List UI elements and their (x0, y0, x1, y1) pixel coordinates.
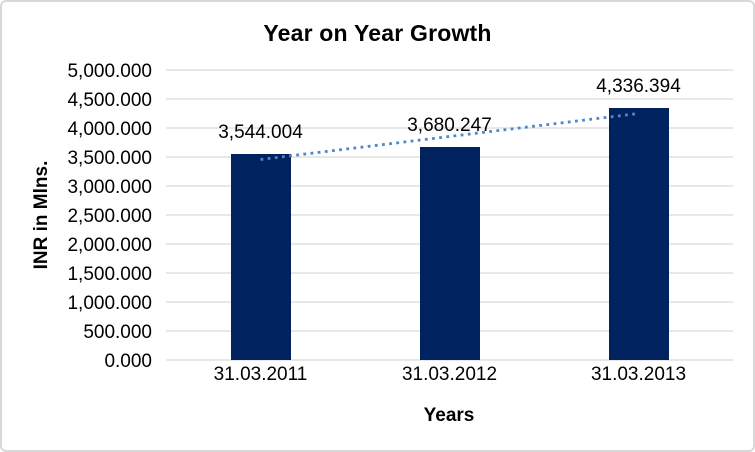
bar-data-label: 3,680.247 (407, 114, 492, 136)
linear-trendline (260, 112, 639, 161)
y-axis-tick-label: 5,000.000 (67, 61, 152, 82)
x-axis-tick-label: 31.03.2012 (401, 364, 498, 385)
bar-31.03.2013 (608, 108, 669, 360)
x-axis-tick-label: 31.03.2013 (590, 364, 687, 385)
chart-title: Year on Year Growth (263, 20, 492, 46)
y-axis-tick-label: 1,000.000 (67, 293, 152, 314)
x-axis-tick-label: 31.03.2011 (213, 364, 308, 385)
bar-31.03.2012 (419, 146, 480, 360)
y-axis-tick-label: 500.000 (83, 322, 152, 343)
x-axis-title: Years (423, 405, 475, 426)
y-axis-tick-label: 4,500.000 (67, 90, 152, 111)
bar-31.03.2011 (230, 154, 291, 360)
y-axis-title: INR in Mlns. (31, 160, 52, 270)
bar-data-label: 3,544.004 (218, 122, 303, 144)
y-axis-tick-label: 0.000 (104, 351, 152, 372)
bar-data-label: 4,336.394 (596, 76, 681, 98)
